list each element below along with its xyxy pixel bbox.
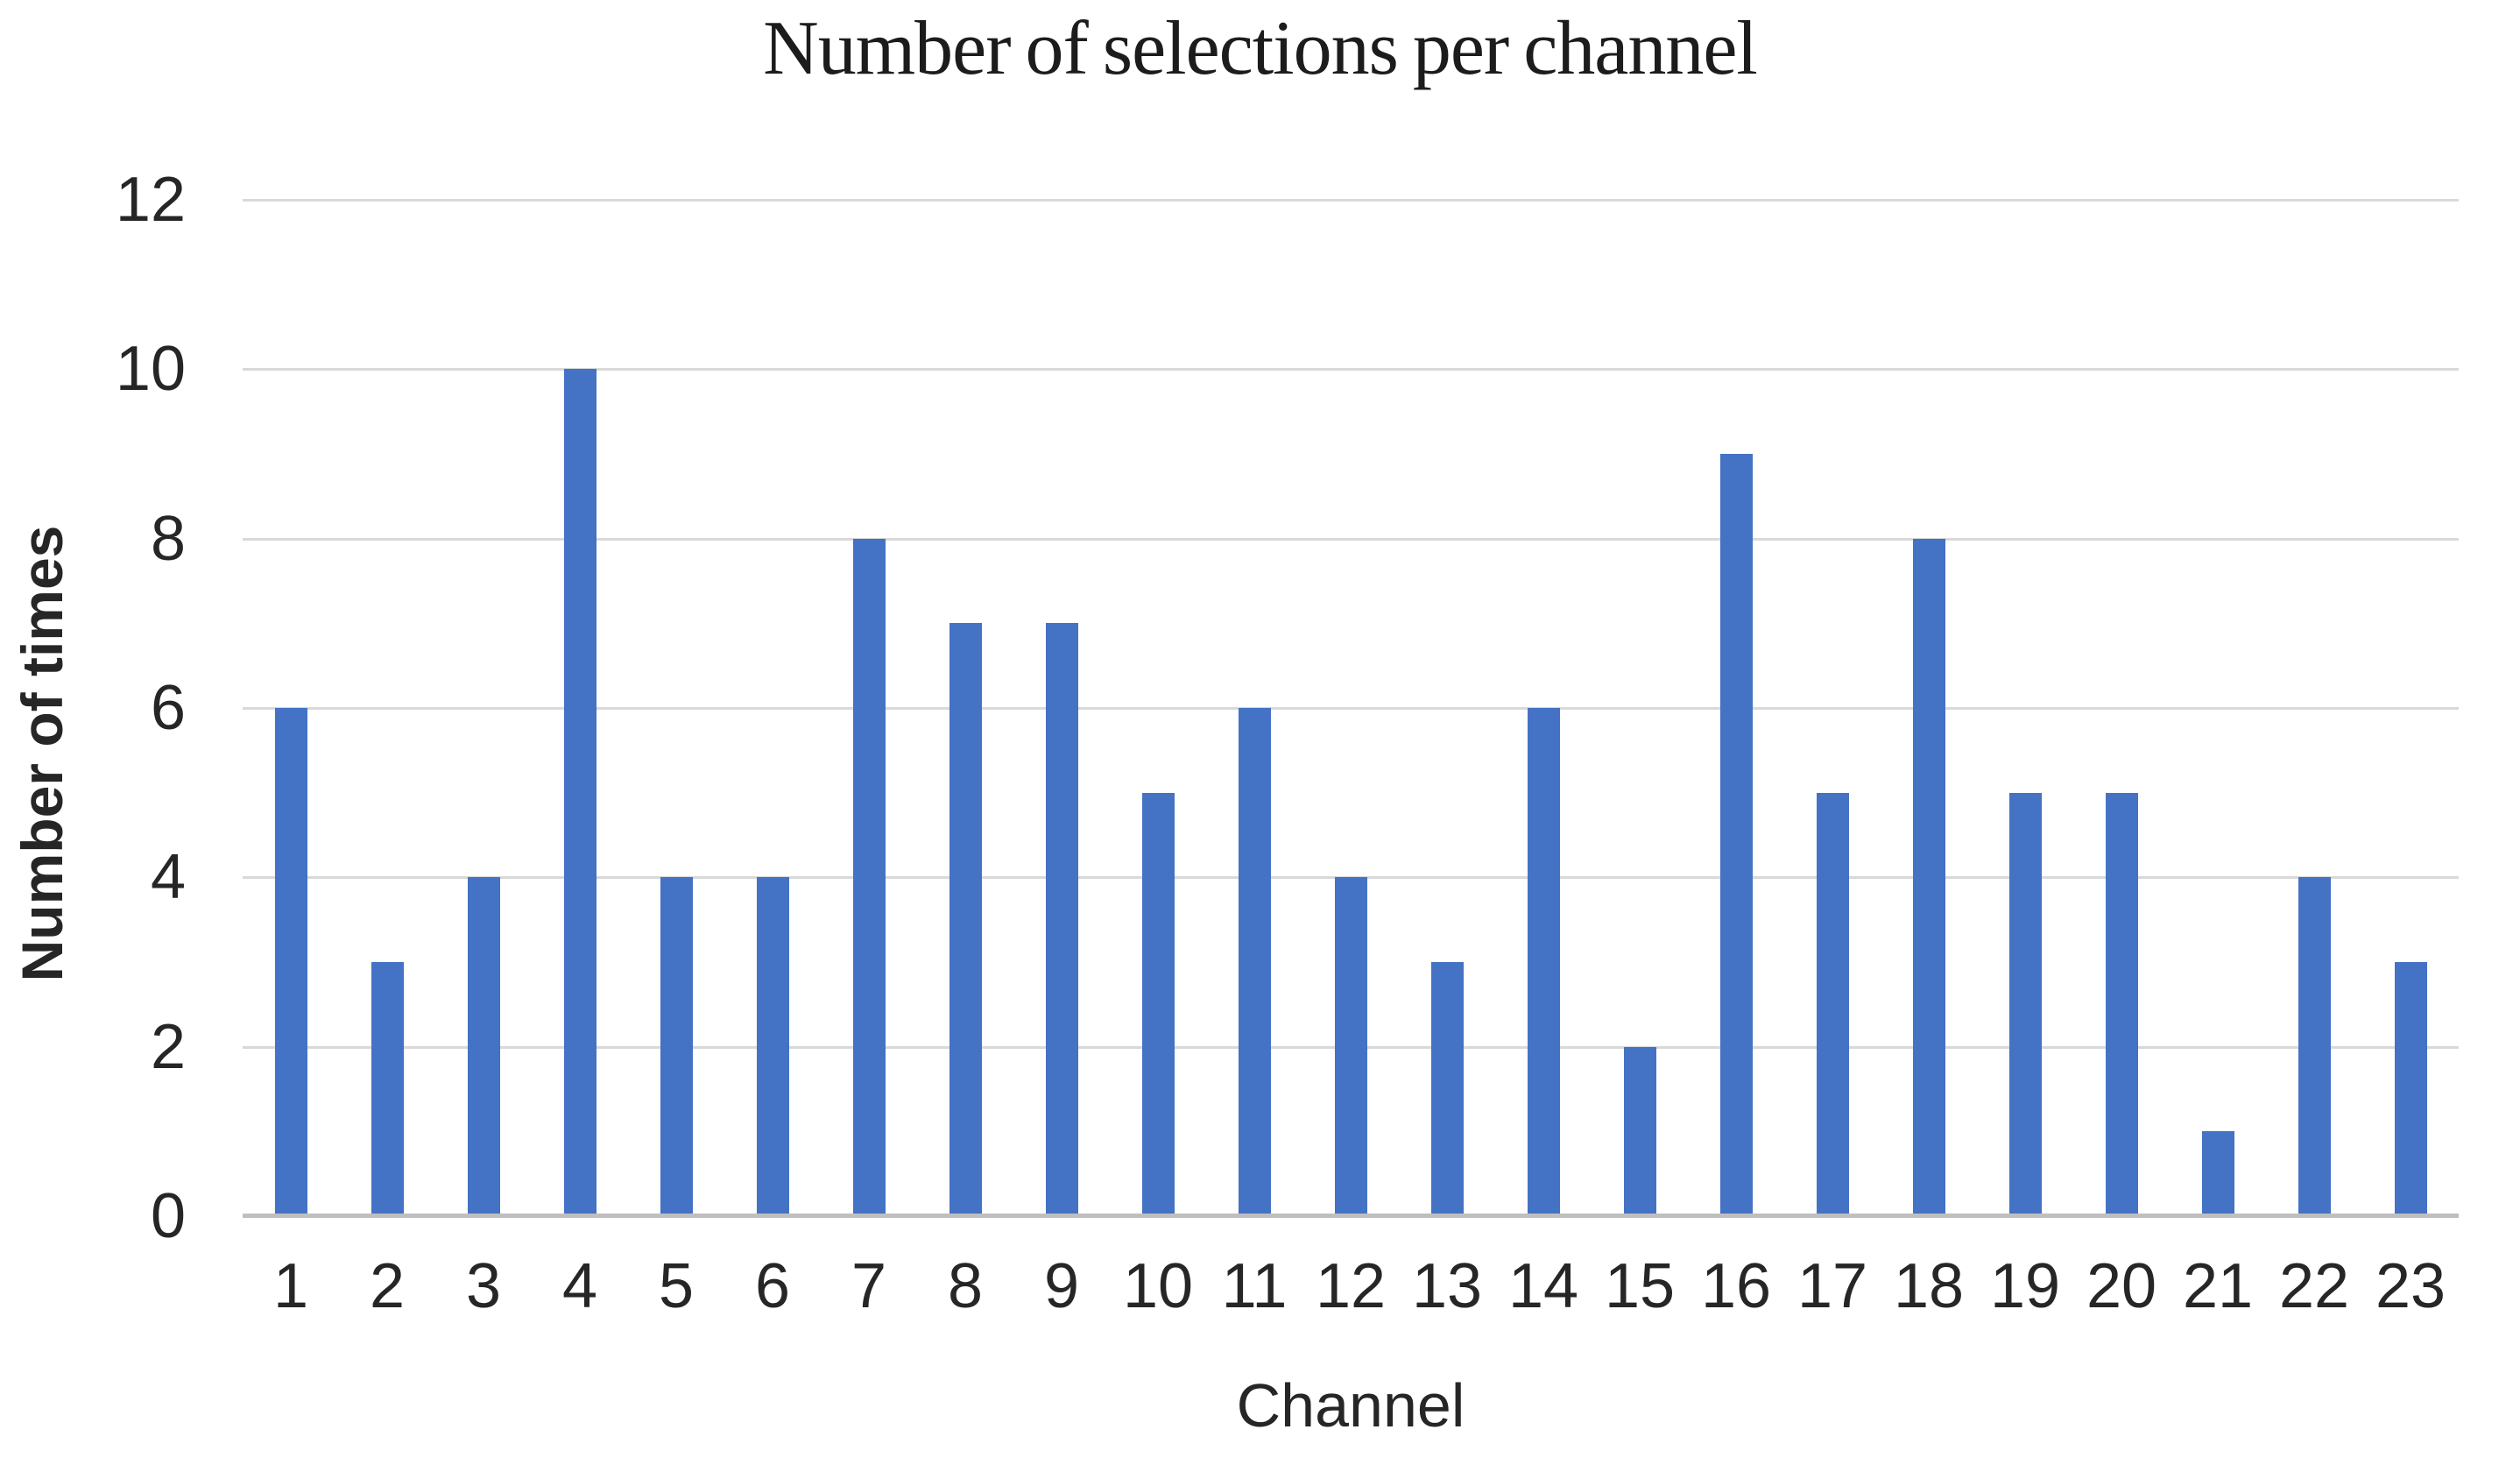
x-tick-label-18: 18 (1893, 1251, 1965, 1321)
x-tick-label-8: 8 (947, 1251, 984, 1321)
x-tick-label-22: 22 (2278, 1251, 2350, 1321)
x-tick-label-4: 4 (561, 1251, 598, 1321)
x-tick-label-5: 5 (658, 1251, 695, 1321)
bar-channel-13 (1430, 962, 1464, 1216)
x-axis-title: Channel (1236, 1371, 1465, 1440)
bar-channel-5 (660, 877, 693, 1216)
bar-channel-2 (371, 962, 404, 1216)
x-tick-label-16: 16 (1700, 1251, 1772, 1321)
bar-channel-21 (2201, 1131, 2234, 1216)
bar-channel-16 (1719, 454, 1753, 1216)
x-tick-label-9: 9 (1043, 1251, 1080, 1321)
x-tick-label-13: 13 (1411, 1251, 1483, 1321)
gridline-y-12 (243, 199, 2459, 202)
x-axis-line (243, 1214, 2459, 1218)
y-tick-label-2: 2 (150, 1011, 186, 1082)
x-tick-label-3: 3 (465, 1251, 502, 1321)
bar-channel-20 (2105, 792, 2138, 1216)
bar-channel-15 (1623, 1046, 1656, 1216)
x-tick-label-7: 7 (851, 1251, 887, 1321)
bar-channel-14 (1527, 708, 1560, 1216)
gridline-y-8 (243, 537, 2459, 541)
bar-channel-17 (1816, 792, 1849, 1216)
y-tick-label-6: 6 (150, 673, 186, 743)
x-tick-label-17: 17 (1796, 1251, 1868, 1321)
bar-channel-3 (467, 877, 500, 1216)
y-tick-label-4: 4 (150, 842, 186, 913)
x-tick-label-1: 1 (272, 1251, 309, 1321)
bar-channel-23 (2394, 962, 2427, 1216)
bar-channel-1 (274, 708, 307, 1216)
bar-channel-18 (1912, 538, 1945, 1216)
bar-channel-7 (852, 538, 886, 1216)
chart-title: Number of selections per channel (763, 6, 1758, 91)
bar-channel-22 (2298, 877, 2331, 1216)
y-tick-label-8: 8 (150, 503, 186, 574)
bar-channel-11 (1238, 708, 1271, 1216)
y-tick-label-12: 12 (115, 165, 186, 235)
x-tick-label-10: 10 (1122, 1251, 1194, 1321)
x-tick-label-19: 19 (1989, 1251, 2061, 1321)
x-tick-label-11: 11 (1221, 1251, 1288, 1321)
y-tick-label-0: 0 (150, 1181, 186, 1251)
x-tick-label-21: 21 (2182, 1251, 2254, 1321)
x-tick-label-15: 15 (1604, 1251, 1676, 1321)
y-tick-label-10: 10 (115, 334, 186, 405)
x-tick-label-23: 23 (2375, 1251, 2446, 1321)
x-tick-label-20: 20 (2086, 1251, 2157, 1321)
x-tick-label-12: 12 (1315, 1251, 1387, 1321)
bar-channel-19 (2008, 792, 2042, 1216)
plot-area (243, 199, 2459, 1218)
bar-channel-12 (1334, 877, 1367, 1216)
gridline-y-10 (243, 368, 2459, 372)
bar-channel-9 (1045, 623, 1078, 1216)
bar-channel-4 (563, 369, 596, 1216)
bar-channel-10 (1141, 792, 1175, 1216)
x-tick-label-14: 14 (1507, 1251, 1579, 1321)
x-tick-label-6: 6 (754, 1251, 791, 1321)
gridline-y-6 (243, 707, 2459, 710)
bar-channel-8 (949, 623, 982, 1216)
x-tick-label-2: 2 (369, 1251, 406, 1321)
bar-channel-6 (756, 877, 789, 1216)
